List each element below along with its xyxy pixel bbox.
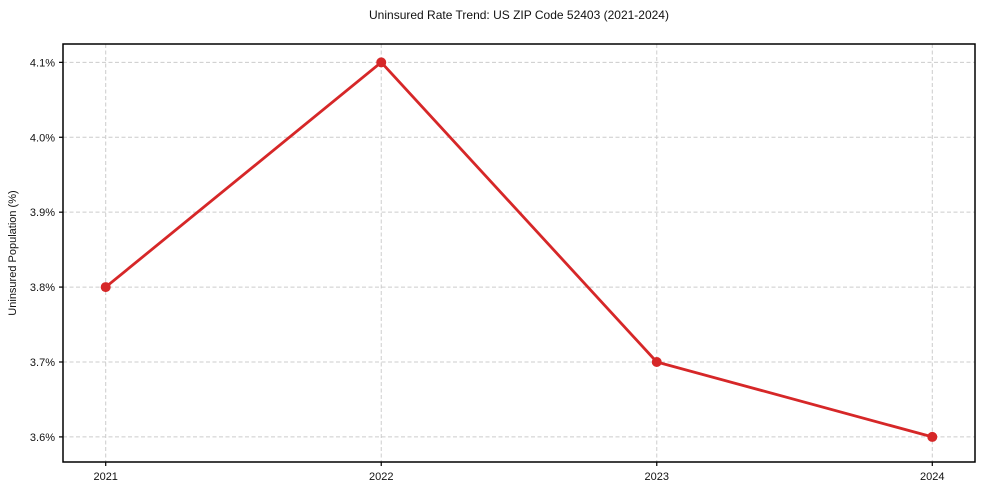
trend-line	[104, 60, 934, 439]
y-tick-label: 3.8%	[30, 282, 55, 294]
data-point-marker	[651, 356, 662, 367]
y-tick-label: 4.0%	[30, 132, 55, 144]
axes-spine	[62, 43, 976, 463]
data-point-marker	[376, 57, 387, 68]
data-point-marker	[927, 431, 938, 442]
y-tick-label: 4.1%	[30, 57, 55, 69]
x-tick-label: 2023	[645, 471, 669, 483]
x-tick-label: 2024	[920, 471, 944, 483]
y-tick-label: 3.7%	[30, 357, 55, 369]
data-point-marker	[100, 282, 111, 293]
x-tick-label: 2021	[93, 471, 117, 483]
chart-title: Uninsured Rate Trend: US ZIP Code 52403 …	[369, 8, 669, 22]
y-tick-label: 3.6%	[30, 432, 55, 444]
x-tick-label: 2022	[369, 471, 393, 483]
y-tick-label: 3.9%	[30, 207, 55, 219]
